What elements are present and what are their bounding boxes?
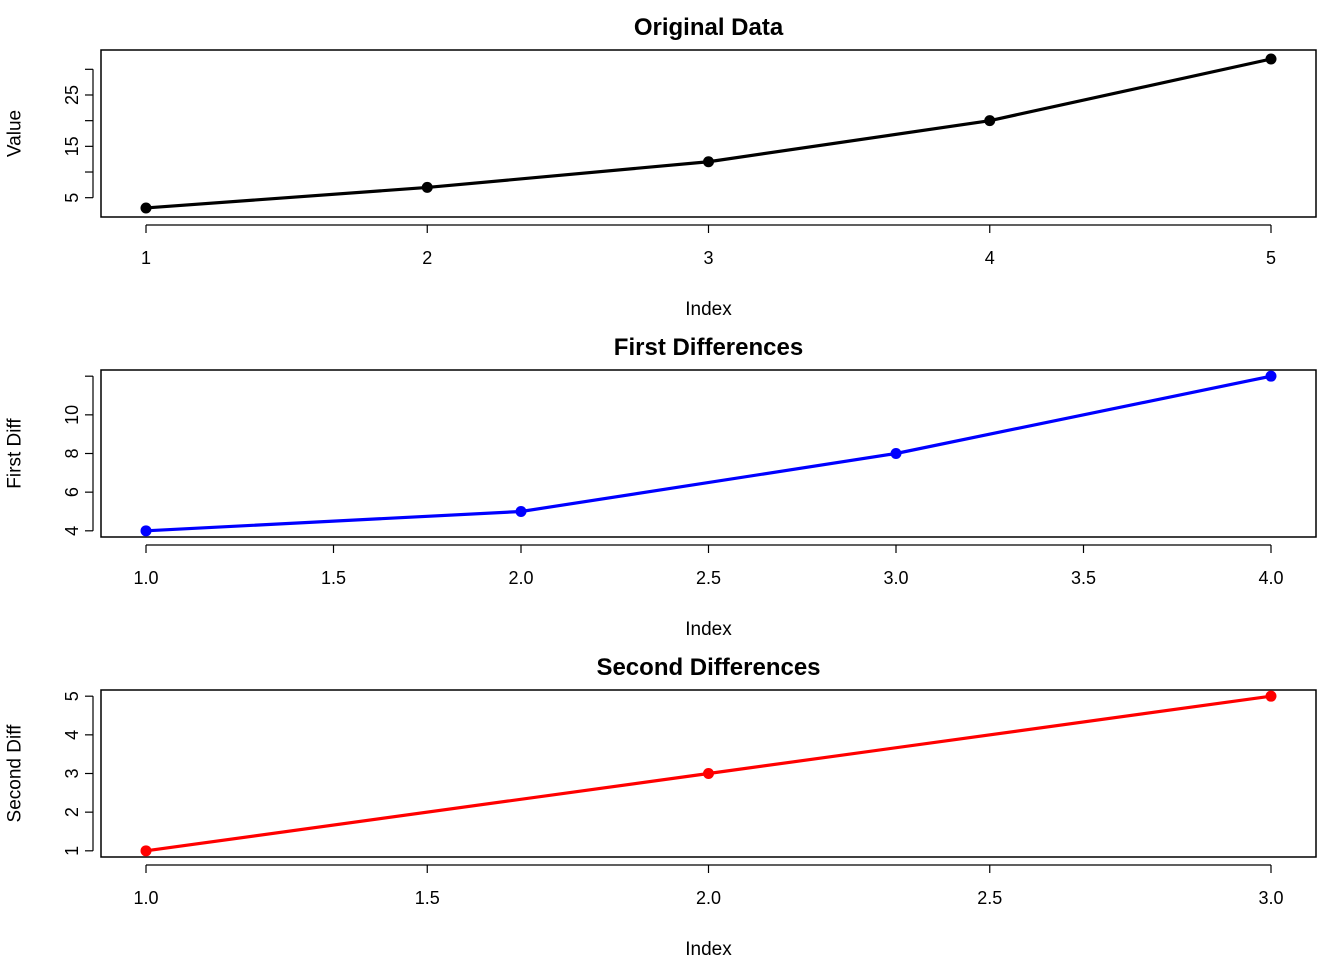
x-tick-label: 2.0 [508,568,533,588]
y-tick-label: 15 [62,136,82,156]
y-tick-label: 4 [62,730,82,740]
data-point [703,768,714,779]
panel-2: First Differences 1.0 1.5 2.0 2.5 3.0 3.5 4.0 In… [5,334,1317,640]
y-tick-label: 8 [62,448,82,458]
data-point [515,505,527,517]
x-tick-label: 4.0 [1258,568,1283,588]
chart-title: First Differences [614,334,803,361]
x-axis-label: Index [685,299,732,320]
data-point [1265,370,1277,382]
y-tick-label: 5 [62,193,82,203]
x-tick-label: 5 [1266,248,1276,268]
y-tick-label: 25 [62,85,82,105]
x-tick-label: 3 [703,248,713,268]
panel-3: Second Differences 1.0 1.5 2.0 2.5 3.0 Index 1 2… [5,654,1317,960]
y-tick-label: 3 [62,768,82,778]
x-tick-label: 2.5 [977,888,1002,908]
x-tick-label: 3.5 [1071,568,1096,588]
x-tick-label: 2.5 [696,568,721,588]
data-point [1265,690,1277,702]
series-line [145,374,1272,533]
x-tick-label: 2 [422,248,432,268]
chart-title: Second Differences [596,654,820,681]
x-tick-label: 4 [985,248,995,268]
y-axis-label: Value [5,110,26,157]
y-tick-label: 6 [62,487,82,497]
plot-frame [100,689,1317,858]
y-tick-label: 4 [62,526,82,536]
x-tick-label: 3.0 [883,568,908,588]
x-tick-label: 1.0 [133,888,158,908]
panel-1: Original Data 1 2 3 4 5 Index 5 15 25 Value [5,14,1317,320]
y-tick-label: 10 [62,405,82,425]
x-tick-label: 1.0 [133,568,158,588]
data-point [1265,53,1277,65]
data-point [140,525,152,537]
data-point [140,845,152,857]
plot-frame [100,369,1317,538]
data-point [890,448,902,459]
x-tick-label: 1.5 [415,888,440,908]
plot-frame [100,49,1317,218]
y-axis-label: First Diff [5,418,26,489]
x-axis-label: Index [685,619,732,640]
data-point [703,156,714,168]
series-line [145,57,1272,210]
data-point [421,181,433,193]
y-tick-label: 1 [62,846,82,856]
x-tick-label: 2.0 [696,888,721,908]
y-axis-label: Second Diff [5,724,26,823]
chart-title: Original Data [634,14,784,41]
x-tick-label: 1 [141,248,151,268]
data-point [140,202,152,214]
x-tick-label: 3.0 [1258,888,1283,908]
y-tick-label: 2 [62,807,82,817]
x-tick-label: 1.5 [321,568,346,588]
data-point [984,115,996,127]
y-tick-label: 5 [62,691,82,701]
x-axis-label: Index [685,939,732,960]
